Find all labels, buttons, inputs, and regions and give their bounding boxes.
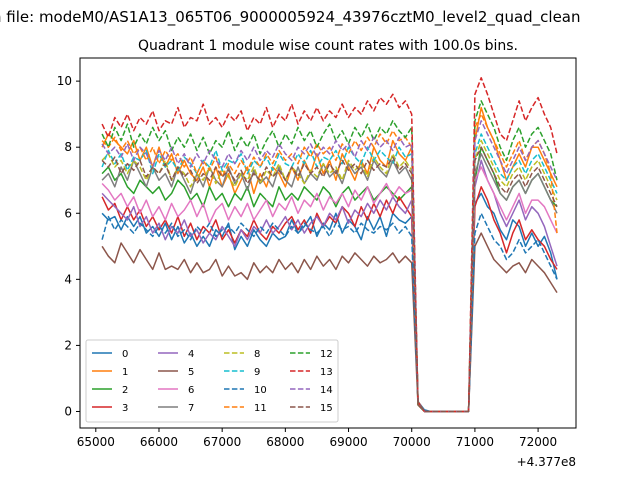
legend-label-8: 8	[254, 349, 260, 360]
y-tick-label: 0	[64, 404, 72, 418]
x-tick-label: 69000	[329, 435, 367, 449]
legend-box	[85, 339, 339, 423]
legend-label-1: 1	[122, 367, 128, 378]
y-tick-label: 4	[64, 272, 72, 286]
series-line-5	[101, 232, 558, 413]
legend-label-12: 12	[320, 349, 333, 360]
x-offset-label: +4.377e8	[517, 455, 576, 469]
legend-label-11: 11	[254, 403, 267, 414]
series-line-12	[101, 100, 558, 413]
x-tick-label: 67000	[203, 435, 241, 449]
series-line-15	[101, 146, 558, 413]
series-line-0	[101, 192, 558, 413]
series-line-1	[101, 106, 558, 413]
legend-label-14: 14	[320, 385, 333, 396]
x-tick-label: 71000	[456, 435, 494, 449]
x-axis: 65000 66000 67000 68000 69000 70000 71000 72000	[77, 428, 557, 449]
axes-frame	[79, 57, 577, 429]
series-line-4	[101, 159, 558, 413]
y-tick-label: 8	[64, 140, 72, 154]
x-tick-label: 70000	[393, 435, 431, 449]
x-tick-label: 68000	[266, 435, 304, 449]
y-tick-label: 6	[64, 206, 72, 220]
legend-label-0: 0	[122, 349, 128, 360]
legend-label-4: 4	[188, 349, 194, 360]
series-line-9	[101, 133, 558, 413]
figure-suptitle: n file: modeM0/AS1A13_065T06_9000005924_…	[0, 8, 581, 27]
legend-label-5: 5	[188, 367, 194, 378]
legend-label-3: 3	[122, 403, 128, 414]
legend-label-6: 6	[188, 385, 194, 396]
chart-title: Quadrant 1 module wise count rates with …	[138, 38, 518, 54]
y-tick-label: 2	[64, 338, 72, 352]
legend-label-2: 2	[122, 385, 128, 396]
y-tick-label: 10	[57, 74, 72, 88]
legend-label-15: 15	[320, 403, 333, 414]
series-line-10	[101, 212, 558, 413]
legend-label-13: 13	[320, 367, 333, 378]
x-tick-label: 65000	[77, 435, 115, 449]
series-line-14	[101, 120, 558, 413]
series-line-11	[101, 113, 558, 413]
legend-label-7: 7	[188, 403, 194, 414]
y-axis: 0 2 4 6 8 10	[57, 74, 80, 418]
legend-label-9: 9	[254, 367, 260, 378]
x-tick-label: 72000	[519, 435, 557, 449]
series-layer	[101, 77, 558, 413]
series-line-6	[101, 166, 558, 413]
x-tick-label: 66000	[140, 435, 178, 449]
legend-label-10: 10	[254, 385, 267, 396]
series-line-13	[101, 77, 558, 413]
